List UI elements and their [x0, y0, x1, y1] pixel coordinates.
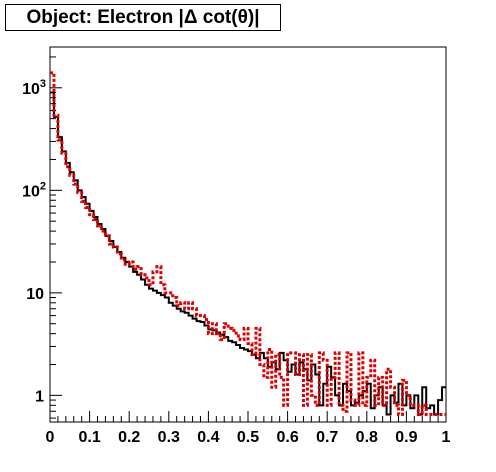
- x-tick-label: 0.3: [158, 429, 180, 446]
- red-dotted-histogram: [50, 71, 446, 417]
- chart-title: Object: Electron |Δ cot(θ)|: [5, 4, 281, 31]
- y-tick-label: 1: [35, 388, 44, 405]
- x-tick-label: 0.5: [237, 429, 259, 446]
- x-tick-label: 0.4: [197, 429, 219, 446]
- histogram-series: [50, 71, 446, 417]
- x-tick-label: 0.7: [316, 429, 338, 446]
- axis-ticks: [49, 56, 447, 422]
- x-tick-label: 0.2: [118, 429, 140, 446]
- x-tick-label: 0.8: [356, 429, 378, 446]
- x-tick-label: 1: [442, 429, 451, 446]
- y-tick-label: 10: [26, 286, 44, 303]
- x-axis-tick-labels: 0 0.1 0.2 0.3 0.4 0.5 0.6 0.7 0.8 0.9 1: [46, 429, 451, 446]
- x-tick-label: 0.9: [395, 429, 417, 446]
- y-tick-label: 103: [22, 78, 46, 98]
- x-tick-label: 0.1: [78, 429, 100, 446]
- x-tick-label: 0: [46, 429, 55, 446]
- y-axis-tick-labels: 1 10 102 103: [22, 78, 46, 406]
- y-tick-label: 102: [22, 180, 46, 200]
- black-solid-histogram: [50, 91, 446, 416]
- x-tick-label: 0.6: [276, 429, 298, 446]
